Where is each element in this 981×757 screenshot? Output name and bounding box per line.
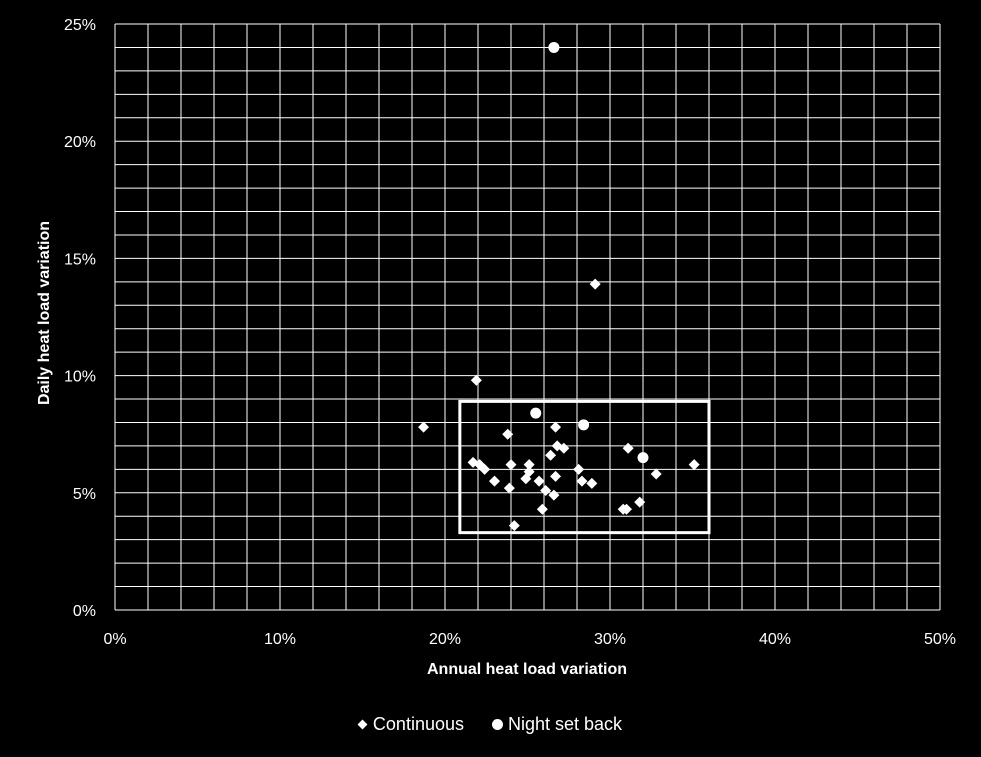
y-tick-label: 10% xyxy=(64,369,96,386)
legend-item-night-set-back: Night set back xyxy=(492,714,622,735)
point-continuous xyxy=(576,475,588,487)
y-axis-ticks: 0% 5% 10% 15% 20% 25% xyxy=(64,17,96,620)
y-tick-label: 20% xyxy=(64,134,96,151)
point-continuous xyxy=(479,463,491,475)
legend-label-continuous: Continuous xyxy=(372,714,464,734)
point-continuous xyxy=(418,421,430,433)
grid xyxy=(114,23,941,611)
point-continuous xyxy=(650,468,662,480)
point-night-set-back xyxy=(548,41,560,53)
x-tick-label: 50% xyxy=(924,631,956,648)
y-tick-label: 5% xyxy=(73,486,96,503)
point-continuous xyxy=(489,475,500,487)
point-night-set-back xyxy=(530,407,542,419)
point-night-set-back xyxy=(578,419,590,431)
y-tick-label: 0% xyxy=(73,603,96,620)
point-continuous xyxy=(503,482,515,494)
x-tick-label: 30% xyxy=(594,631,626,648)
x-tick-label: 40% xyxy=(759,631,791,648)
point-continuous xyxy=(634,496,646,508)
point-continuous xyxy=(558,442,570,454)
x-tick-label: 0% xyxy=(103,631,126,648)
point-continuous xyxy=(589,278,601,290)
legend-item-continuous: Continuous xyxy=(357,714,464,735)
x-axis-title: Annual heat load variation xyxy=(427,661,627,678)
diamond-marker-icon xyxy=(357,719,368,730)
point-continuous xyxy=(622,442,634,454)
point-continuous xyxy=(550,421,562,433)
point-continuous xyxy=(688,459,700,471)
point-continuous xyxy=(573,463,585,475)
data-points xyxy=(418,41,700,532)
point-continuous xyxy=(470,374,482,386)
y-axis-title: Daily heat load variation xyxy=(36,221,53,405)
point-continuous xyxy=(523,466,535,478)
highlight-rectangle xyxy=(458,399,711,535)
point-continuous xyxy=(545,449,557,461)
point-continuous xyxy=(548,489,560,501)
point-continuous xyxy=(533,475,545,487)
point-continuous xyxy=(502,428,514,440)
x-axis-ticks: 0% 10% 20% 30% 40% 50% xyxy=(103,631,956,648)
point-continuous xyxy=(523,459,535,471)
annotations xyxy=(458,399,711,535)
point-continuous xyxy=(508,520,520,532)
legend-label-night-set-back: Night set back xyxy=(508,714,623,734)
point-night-set-back xyxy=(637,452,649,464)
y-tick-label: 25% xyxy=(64,17,96,34)
point-continuous xyxy=(536,503,548,515)
circle-marker-icon xyxy=(492,719,503,730)
point-continuous xyxy=(621,503,632,515)
point-continuous xyxy=(550,470,562,482)
x-tick-label: 10% xyxy=(264,631,296,648)
point-continuous xyxy=(586,477,598,489)
legend: Continuous Night set back xyxy=(0,714,981,735)
x-tick-label: 20% xyxy=(429,631,461,648)
point-continuous xyxy=(505,459,517,471)
y-tick-label: 15% xyxy=(64,251,96,268)
point-continuous xyxy=(540,484,552,496)
